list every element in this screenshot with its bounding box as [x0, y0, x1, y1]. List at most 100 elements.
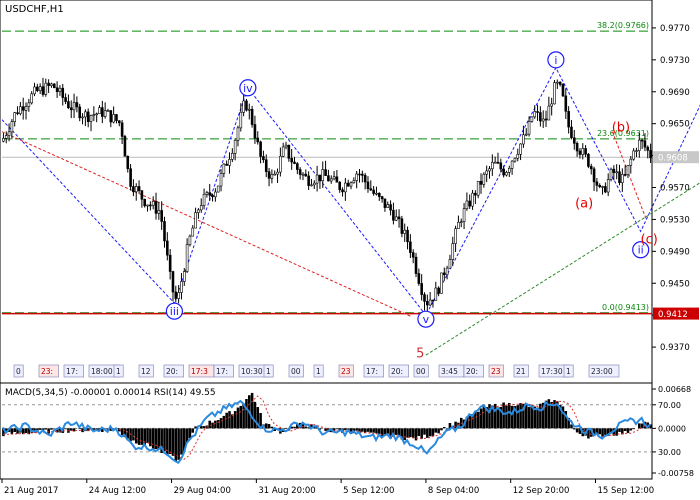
time-marker-box: [588, 364, 620, 378]
candle-body: [55, 87, 59, 92]
candle-body: [296, 163, 299, 170]
candle-body: [397, 216, 401, 220]
candle-body: [584, 148, 587, 155]
wave-label: i: [554, 54, 557, 67]
candle-body: [375, 192, 378, 195]
candle-body: [553, 82, 556, 105]
candle-body: [380, 196, 384, 200]
chart-title: USDCHF,H1: [5, 4, 64, 15]
candle-body: [476, 180, 480, 196]
candle-body: [312, 182, 316, 186]
time-marker-box: [263, 364, 274, 378]
candle-body: [21, 106, 25, 111]
candle-body: [423, 294, 426, 302]
time-marker-box: [463, 364, 484, 378]
time-tick-label: 24 Aug 12:00: [89, 486, 146, 496]
candle-body: [307, 175, 310, 186]
candle-body: [281, 146, 285, 157]
candle-body: [216, 185, 220, 193]
candle-body: [284, 144, 288, 148]
level-label: 23.6(0.9631): [597, 129, 649, 138]
wave-label: (b): [612, 121, 630, 136]
candle-body: [222, 163, 226, 174]
candle-body: [231, 152, 234, 160]
price-tick-label: 0.9490: [660, 247, 690, 257]
candle-body: [109, 110, 113, 123]
candle-body: [604, 186, 607, 193]
rsi-line: [2, 399, 651, 464]
candle-body: [530, 116, 534, 122]
candle-body: [214, 191, 217, 198]
candle-body: [16, 112, 19, 114]
time-marker-label: 17:30: [541, 367, 563, 376]
candle-body: [544, 118, 548, 121]
candle-body: [392, 209, 395, 221]
candle-body: [468, 200, 472, 207]
candle-body: [273, 173, 277, 176]
candle-body: [400, 218, 404, 234]
candle-body: [267, 171, 271, 179]
candle-body: [406, 229, 409, 243]
candle-body: [315, 174, 319, 184]
candle-body: [420, 283, 423, 295]
candle-body: [177, 292, 180, 299]
candle-body: [335, 176, 339, 183]
candle-body: [44, 82, 48, 95]
candle-body: [101, 107, 104, 117]
candle-body: [301, 173, 305, 176]
candle-body: [635, 150, 638, 152]
candle-body: [499, 162, 503, 170]
candle-body: [564, 95, 568, 112]
wave-circle: [239, 79, 257, 97]
candle-body: [442, 272, 446, 276]
candle-body: [527, 121, 531, 135]
candle-body: [143, 198, 147, 207]
candle-body: [519, 143, 522, 155]
level-label: 38.2(0.9766): [597, 21, 649, 30]
time-marker-label: 1: [266, 367, 271, 376]
candle-body: [61, 87, 65, 98]
time-marker-box: [38, 364, 59, 378]
candle-body: [146, 204, 149, 207]
time-marker-label: 1: [116, 367, 121, 376]
candle-body: [52, 83, 56, 89]
candle-body: [64, 97, 67, 102]
candle-body: [386, 204, 390, 208]
candle-body: [304, 173, 308, 177]
candle-body: [188, 235, 192, 245]
candle-body: [482, 173, 486, 185]
indicator-pane[interactable]: [0, 382, 653, 480]
price-tick-label: 0.9570: [660, 184, 690, 194]
wave-circle: [165, 302, 183, 320]
candle-body: [174, 291, 178, 299]
time-marker-label: 17:: [366, 367, 378, 376]
time-marker-box: [63, 364, 84, 378]
candle-body: [358, 173, 361, 176]
candle-body: [126, 155, 130, 169]
time-marker-label: 20:: [466, 367, 478, 376]
time-marker-label: 12: [141, 367, 151, 376]
candle-body: [417, 273, 421, 284]
candle-body: [567, 110, 570, 128]
candle-body: [197, 209, 200, 213]
candle-body: [465, 200, 469, 209]
candle-body: [253, 124, 257, 139]
candle-body: [194, 212, 197, 229]
time-marker-box: [113, 364, 124, 378]
wave-label: ii: [638, 244, 644, 257]
candle-body: [324, 169, 327, 176]
candle-body: [507, 168, 511, 173]
candle-body: [321, 169, 325, 182]
candle-body: [389, 204, 392, 211]
candle-body: [434, 287, 438, 301]
candle-body: [171, 271, 175, 293]
candle-body: [493, 161, 497, 164]
candle-body: [154, 200, 158, 214]
candle-body: [510, 160, 514, 169]
wave-label: v: [423, 313, 430, 326]
wave-circle: [417, 310, 435, 328]
time-marker-box: [413, 364, 429, 378]
candle-body: [298, 169, 302, 175]
candle-body: [13, 112, 17, 123]
